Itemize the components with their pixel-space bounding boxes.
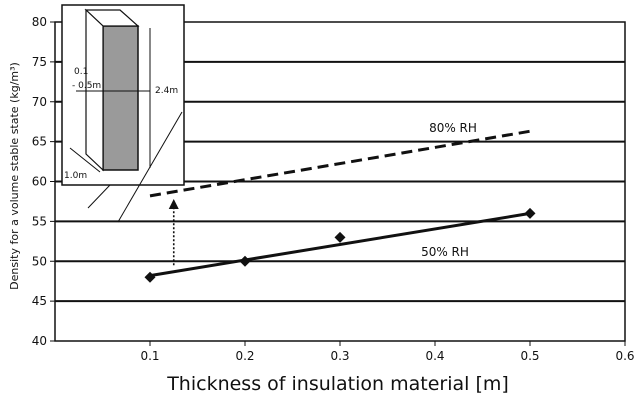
y-tick-label-65: 65	[32, 135, 47, 149]
series-label-80rh: 80% RH	[429, 121, 477, 135]
data-point-50rh-2	[239, 255, 251, 267]
inset-label-height: 2.4m	[155, 86, 178, 96]
inset-label-thickness-min: 0.1	[74, 67, 88, 77]
series-line-80rh	[149, 129, 531, 198]
x-tick-label-0.5: 0.5	[520, 349, 539, 363]
inset-leader-left	[87, 184, 111, 209]
y-axis-label: Density for a volume stable state (kg/m³…	[8, 62, 21, 290]
series-label-50rh: 50% RH	[421, 245, 469, 259]
y-tick-label-75: 75	[32, 55, 47, 69]
data-point-50rh-4	[524, 207, 536, 219]
y-tick-label-60: 60	[32, 175, 47, 189]
y-tick-label-45: 45	[32, 294, 47, 308]
series-line-50rh	[149, 211, 531, 278]
inset-width-dimension	[69, 147, 101, 173]
y-axis-ticks: 40 45 50 55 60 65 70 75 80	[32, 15, 55, 348]
y-tick-label-55: 55	[32, 214, 47, 228]
x-tick-label-0.3: 0.3	[330, 349, 349, 363]
y-tick-label-40: 40	[32, 334, 47, 348]
inset-label-width: 1.0m	[64, 171, 87, 181]
y-tick-label-50: 50	[32, 254, 47, 268]
insulation-side-face	[85, 8, 104, 172]
y-tick-label-70: 70	[32, 95, 47, 109]
inset-diagram: 0.1 - 0.5m 2.4m 1.0m	[61, 4, 185, 223]
x-tick-label-0.2: 0.2	[235, 349, 254, 363]
x-axis-ticks: 0.1 0.2 0.3 0.4 0.5 0.6	[140, 341, 635, 363]
shift-arrow-head	[168, 199, 179, 210]
x-tick-label-0.4: 0.4	[425, 349, 444, 363]
annotations-layer	[168, 199, 179, 266]
inset-label-thickness-max: - 0.5m	[72, 81, 101, 91]
data-point-50rh-1	[144, 271, 156, 283]
series-layer: 50% RH 80% RH	[144, 121, 536, 283]
y-tick-label-80: 80	[32, 15, 47, 29]
data-point-50rh-3	[334, 231, 346, 243]
insulation-front-face	[102, 25, 139, 171]
x-tick-label-0.1: 0.1	[140, 349, 159, 363]
x-axis-label: Thickness of insulation material [m]	[166, 373, 509, 395]
x-tick-label-0.6: 0.6	[615, 349, 634, 363]
